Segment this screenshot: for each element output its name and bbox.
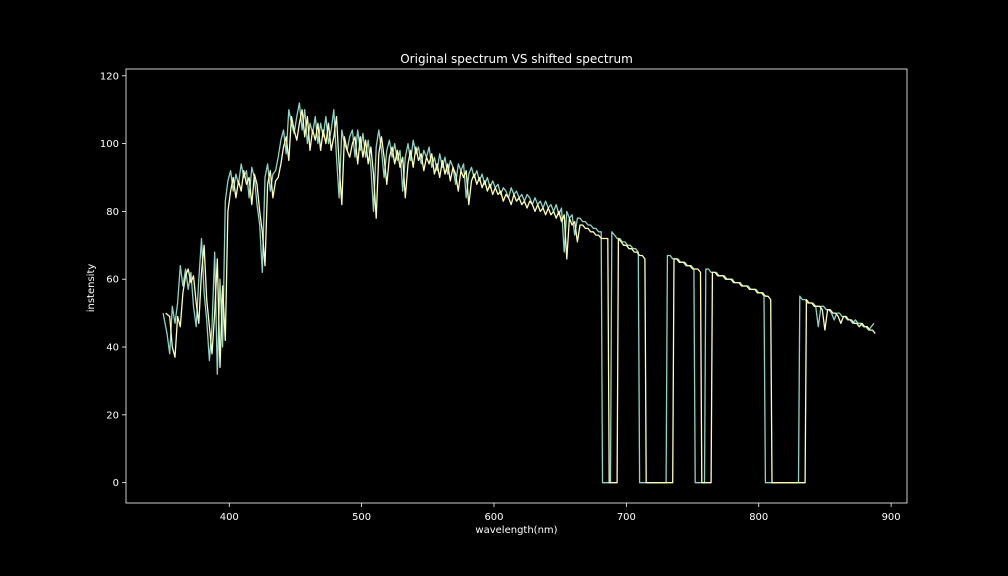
x-tick-label: 700 — [617, 512, 636, 523]
series-line-2 — [165, 109, 876, 484]
plot-area — [125, 68, 908, 504]
y-axis-title: instensity — [86, 264, 97, 313]
y-tick-label: 100 — [100, 139, 119, 150]
y-tick-label: 120 — [100, 71, 119, 82]
y-tick-label: 60 — [106, 275, 119, 286]
x-axis-title: wavelength(nm) — [475, 525, 557, 536]
y-tick-label: 80 — [106, 207, 119, 218]
plot-frame — [125, 68, 908, 504]
x-tick-label: 500 — [352, 512, 371, 523]
x-tick-label: 400 — [220, 512, 239, 523]
chart-title: Original spectrum VS shifted spectrum — [400, 52, 633, 66]
x-axis-ticks: 400 500 600 700 800 900 — [220, 503, 901, 523]
y-tick-label: 40 — [106, 343, 119, 354]
y-tick-label: 0 — [113, 478, 119, 489]
series-layer — [162, 102, 876, 484]
y-axis-ticks: 0 20 40 60 80 100 120 — [100, 71, 126, 489]
x-tick-label: 600 — [484, 512, 503, 523]
x-tick-label: 800 — [749, 512, 768, 523]
x-tick-label: 900 — [882, 512, 901, 523]
y-tick-label: 20 — [106, 410, 119, 421]
